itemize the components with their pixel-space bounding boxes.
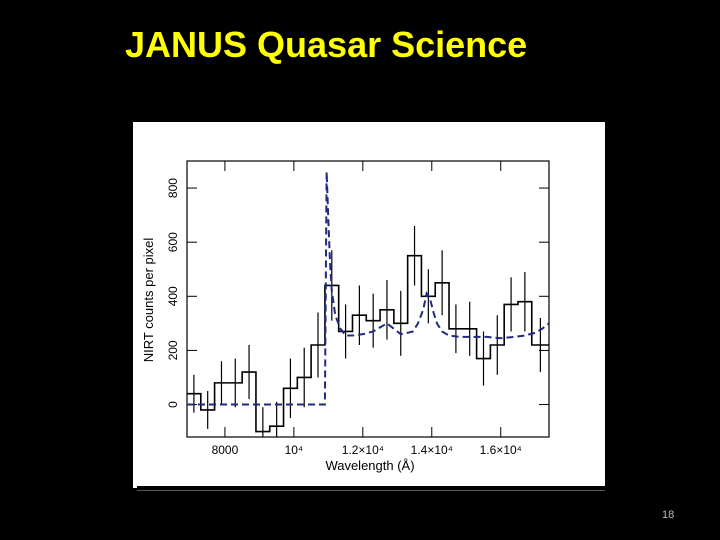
y-tick-label: 0 bbox=[166, 401, 180, 408]
step-histogram-series bbox=[187, 254, 549, 433]
x-axis-label: Wavelength (Å) bbox=[325, 458, 414, 473]
x-tick-label: 8000 bbox=[212, 443, 239, 457]
x-tick-label: 1.4×10⁴ bbox=[411, 443, 453, 457]
figure-bottom-rule-thin bbox=[137, 490, 605, 491]
y-axis-label: NIRT counts per pixel bbox=[141, 238, 156, 363]
y-tick-label: 400 bbox=[166, 286, 180, 306]
x-tick-label: 1.6×10⁴ bbox=[480, 443, 522, 457]
figure-bottom-rule bbox=[137, 486, 605, 488]
slide-number: 18 bbox=[662, 509, 675, 521]
y-tick-label: 600 bbox=[166, 232, 180, 252]
model-dashed-series bbox=[187, 171, 549, 406]
slide-title: JANUS Quasar Science bbox=[125, 24, 528, 65]
x-tick-label: 1.2×10⁴ bbox=[342, 443, 384, 457]
series-group bbox=[187, 171, 549, 437]
x-tick-label: 10⁴ bbox=[285, 443, 304, 457]
figure-panel bbox=[133, 122, 605, 488]
y-tick-label: 800 bbox=[166, 178, 180, 198]
plot-frame bbox=[186, 160, 550, 438]
y-tick-label: 200 bbox=[166, 340, 180, 360]
